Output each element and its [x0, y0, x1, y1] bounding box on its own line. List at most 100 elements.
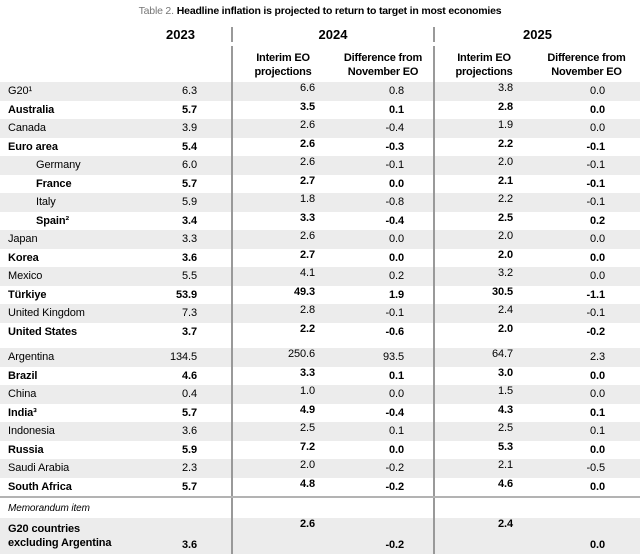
value-cell: 2.0 — [433, 230, 533, 249]
value-cell: 6.3 — [182, 85, 197, 98]
memorandum-label-row: Memorandum item — [0, 498, 640, 518]
value-cell: -0.4 — [385, 122, 404, 135]
value-cell: 1.8 — [231, 193, 333, 212]
interim-projections-header-2025: Interim EO projections — [433, 46, 533, 82]
row-label: Mexico — [8, 270, 43, 283]
value-cell: 2.3 — [590, 351, 605, 364]
table-row: China 0.4 1.0 0.0 1.5 0.0 — [0, 385, 640, 404]
value-cell: -0.1 — [385, 159, 404, 172]
value-cell: 49.3 — [231, 285, 333, 304]
value-cell: 1.9 — [433, 119, 533, 138]
value-cell: 0.0 — [590, 369, 605, 382]
value-cell: -0.2 — [385, 539, 404, 551]
row-label: Brazil — [8, 369, 38, 382]
interim-projections-header-2024: Interim EO projections — [231, 46, 333, 82]
value-cell: 1.9 — [389, 288, 404, 301]
row-label: Russia — [8, 443, 44, 456]
year-2024-header: 2024 — [231, 26, 433, 42]
value-cell: 2.1 — [433, 459, 533, 478]
value-cell: 4.8 — [231, 477, 333, 496]
row-label: France — [36, 177, 72, 190]
value-cell: 0.1 — [590, 425, 605, 438]
value-cell: 2.5 — [231, 422, 333, 441]
value-cell: 0.0 — [389, 177, 404, 190]
row-label: China — [8, 388, 37, 401]
row-label: Australia — [8, 103, 55, 116]
value-cell: 4.3 — [433, 403, 533, 422]
table-row: Spain² 3.4 3.3 -0.4 2.5 0.2 — [0, 211, 640, 230]
value-cell: 5.7 — [182, 480, 197, 493]
value-cell: 0.0 — [590, 122, 605, 135]
value-cell: 5.7 — [182, 177, 197, 190]
value-cell: 4.6 — [433, 477, 533, 496]
subheader-row: Interim EO projections Difference from N… — [0, 46, 640, 82]
value-cell: -0.1 — [586, 196, 605, 209]
value-cell: 2.4 — [433, 304, 533, 323]
value-cell: 4.1 — [231, 267, 333, 286]
row-label-spacer — [0, 46, 130, 82]
value-cell: 53.9 — [175, 288, 197, 301]
value-cell: -0.4 — [385, 214, 404, 227]
table-title-text: Headline inflation is projected to retur… — [176, 5, 502, 17]
row-label: South Africa — [8, 480, 72, 493]
value-cell: -0.6 — [385, 325, 404, 338]
memo-country-label-line1: G20 countries — [8, 523, 81, 535]
country-rows-other-section: Argentina 134.5 250.6 93.5 64.7 2.3 Brazil 4.6 3… — [0, 348, 640, 496]
value-cell: 6.6 — [231, 82, 333, 101]
value-cell: 3.3 — [182, 233, 197, 246]
value-cell: 2.0 — [433, 248, 533, 267]
table-title: Table 2. Headline inflation is projected … — [0, 0, 640, 22]
section-gap — [0, 341, 640, 348]
inflation-table: 2023 2024 2025 Interim EO projections Di… — [0, 22, 640, 554]
year-2023-header: 2023 — [166, 26, 195, 42]
value-cell: 2.2 — [231, 322, 333, 341]
value-cell: 5.9 — [182, 196, 197, 209]
table-row: Australia 5.7 3.5 0.1 2.8 0.0 — [0, 100, 640, 119]
value-cell: 2.8 — [433, 100, 533, 119]
value-cell: 2.8 — [231, 304, 333, 323]
memo-country-label-line2: excluding Argentina — [8, 537, 112, 549]
table-number-label: Table 2. — [138, 5, 174, 17]
table-row: Argentina 134.5 250.6 93.5 64.7 2.3 — [0, 348, 640, 367]
row-label: Euro area — [8, 140, 58, 153]
table-row: France 5.7 2.7 0.0 2.1 -0.1 — [0, 174, 640, 193]
value-cell: 0.0 — [590, 270, 605, 283]
memo-country-label: G20 countries excluding Argentina — [0, 518, 130, 554]
value-cell: 0.0 — [590, 388, 605, 401]
value-cell: 7.2 — [231, 440, 333, 459]
table-row: Germany 6.0 2.6 -0.1 2.0 -0.1 — [0, 156, 640, 175]
table-row: Mexico 5.5 4.1 0.2 3.2 0.0 — [0, 267, 640, 286]
value-cell: 2.2 — [433, 193, 533, 212]
memorandum-label: Memorandum item — [8, 502, 90, 514]
table-row: South Africa 5.7 4.8 -0.2 4.6 0.0 — [0, 477, 640, 496]
value-cell: -0.1 — [586, 140, 605, 153]
value-cell: -0.2 — [586, 325, 605, 338]
value-cell: 3.6 — [182, 251, 197, 264]
value-cell: 0.1 — [389, 103, 404, 116]
table-row: United States 3.7 2.2 -0.6 2.0 -0.2 — [0, 322, 640, 341]
table-row: Korea 3.6 2.7 0.0 2.0 0.0 — [0, 248, 640, 267]
value-cell: 64.7 — [433, 348, 533, 367]
memo-spacer — [433, 498, 533, 518]
value-cell: 2.0 — [433, 156, 533, 175]
value-cell: 2.6 — [231, 137, 333, 156]
value-cell: -0.1 — [586, 159, 605, 172]
value-cell: 0.0 — [590, 539, 605, 551]
value-cell: 2.7 — [231, 174, 333, 193]
value-cell: 3.0 — [433, 366, 533, 385]
value-cell: 4.9 — [231, 403, 333, 422]
table-row: Türkiye 53.9 49.3 1.9 30.5 -1.1 — [0, 285, 640, 304]
value-cell: 2.1 — [433, 174, 533, 193]
year-header-row: 2023 2024 2025 — [0, 22, 640, 46]
memo-spacer — [231, 498, 333, 518]
value-cell: 93.5 — [382, 351, 404, 364]
value-cell: 3.4 — [182, 214, 197, 227]
value-cell: -0.1 — [586, 177, 605, 190]
value-cell: 2.7 — [231, 248, 333, 267]
row-label: Canada — [8, 122, 46, 135]
value-cell: 0.8 — [389, 85, 404, 98]
table-row: Brazil 4.6 3.3 0.1 3.0 0.0 — [0, 366, 640, 385]
gap-cell — [231, 341, 333, 348]
country-rows-main-section: G20¹ 6.3 6.6 0.8 3.8 0.0 Australia 5.7 3.5 0.1 2.8… — [0, 82, 640, 341]
